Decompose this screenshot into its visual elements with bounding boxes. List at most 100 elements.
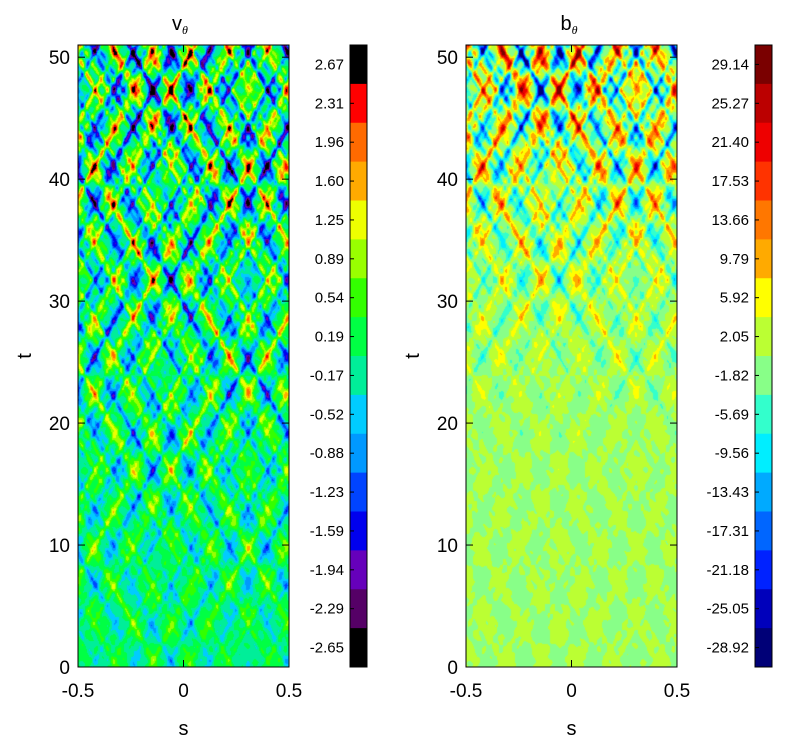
colorbar-segment: [350, 433, 367, 474]
colorbar-label: 5.92: [720, 290, 749, 307]
x-axis-label: s: [179, 718, 189, 740]
y-tick-label: 50: [437, 48, 458, 69]
colorbar-label: -1.82: [715, 367, 749, 384]
chart-title: bθ: [560, 13, 577, 37]
colorbar-label: 2.05: [720, 329, 749, 346]
colorbar-segment: [755, 394, 772, 435]
x-tick-label: 0: [178, 681, 189, 702]
colorbar-label: 2.31: [315, 95, 344, 112]
y-tick-label: 50: [49, 48, 70, 69]
x-tick-label: 0.5: [664, 681, 690, 702]
colorbar-segment: [755, 356, 772, 396]
colorbar-segment: [350, 550, 367, 590]
chart-title-subscript: θ: [572, 23, 578, 37]
colorbar-segment: [755, 433, 772, 474]
colorbar-label: 0.89: [315, 251, 344, 268]
colorbar-segment: [350, 356, 367, 396]
colorbar-label: 1.96: [315, 134, 344, 151]
x-tick-label: -0.5: [62, 681, 95, 702]
colorbar-label: 9.79: [720, 251, 749, 268]
colorbar-segment: [350, 589, 367, 629]
y-axis-label: t: [402, 353, 424, 359]
colorbar-label: -28.92: [706, 640, 749, 657]
colorbar-segment: [350, 511, 367, 551]
colorbar-label: -21.18: [706, 562, 749, 579]
colorbar-segment: [350, 628, 367, 668]
colorbar-label: 0.19: [315, 329, 344, 346]
colorbar-segment: [755, 161, 772, 201]
y-tick-label: 30: [437, 292, 458, 313]
y-tick-label: 10: [437, 536, 458, 557]
colorbar-segment: [350, 239, 367, 279]
colorbar-label: -5.69: [715, 406, 749, 423]
colorbar-segment: [350, 45, 367, 85]
x-tick-label: -0.5: [450, 681, 483, 702]
colorbar-label: 1.60: [315, 173, 344, 190]
chart-title-main: v: [172, 13, 182, 35]
colorbar-segment: [755, 589, 772, 629]
colorbar: 29.14 25.27 21.40 17.53 13.66 9.79 5.92 2.05 -1.…: [706, 44, 773, 668]
colorbar-label: -1.23: [310, 484, 344, 501]
colorbar-label: 21.40: [711, 134, 749, 151]
colorbar-label: -1.94: [310, 562, 344, 579]
heatmap-field: [466, 45, 677, 667]
x-tick-label: 0.5: [276, 681, 302, 702]
colorbar-label: -0.17: [310, 367, 344, 384]
colorbar-label: 1.25: [315, 212, 344, 229]
panel-b-theta: -0.5 0 0.501020304050stbθ29.1425.2721.4017…: [402, 13, 773, 740]
colorbar-segment: [350, 83, 367, 124]
colorbar-label: -2.65: [310, 640, 344, 657]
colorbar-label: -0.88: [310, 445, 344, 462]
colorbar-label: 0.54: [315, 290, 344, 307]
colorbar-label: 17.53: [711, 173, 749, 190]
colorbar-segment: [755, 472, 772, 512]
y-tick-label: 20: [49, 414, 70, 435]
colorbar-segment: [755, 122, 772, 163]
heatmap-field: [78, 45, 289, 667]
colorbar-segment: [350, 200, 367, 240]
colorbar-segment: [755, 317, 772, 357]
colorbar-segment: [755, 45, 772, 85]
colorbar: 2.67 2.31 1.96 1.60 1.25 0.89 0.54 0.19 -0.17 -0.…: [310, 44, 368, 668]
panel-v-theta: -0.5 0 0.501020304050stvθ2.672.311.961.601…: [14, 13, 368, 740]
colorbar-label: -17.31: [706, 523, 749, 540]
colorbar-segment: [350, 472, 367, 512]
colorbar-segment: [350, 161, 367, 201]
colorbar-segment: [350, 122, 367, 163]
chart-title-main: b: [560, 13, 571, 35]
y-tick-label: 30: [49, 292, 70, 313]
colorbar-segment: [755, 239, 772, 279]
y-tick-label: 40: [437, 170, 458, 191]
colorbar-label: 25.27: [711, 95, 749, 112]
y-tick-label: 10: [49, 536, 70, 557]
y-axis-label: t: [14, 353, 36, 359]
colorbar-frame: [754, 44, 773, 668]
y-tick-label: 0: [447, 658, 458, 679]
colorbar-segment: [755, 628, 772, 668]
y-tick-label: 0: [59, 658, 70, 679]
colorbar-segment: [755, 83, 772, 124]
colorbar-segment: [755, 511, 772, 551]
colorbar-segment: [755, 550, 772, 590]
y-tick-label: 20: [437, 414, 458, 435]
y-tick-label: 40: [49, 170, 70, 191]
colorbar-label: 2.67: [315, 56, 344, 73]
colorbar-frame: [349, 44, 368, 668]
x-axis-label: s: [567, 718, 577, 740]
colorbar-segment: [350, 278, 367, 318]
colorbar-label: -9.56: [715, 445, 749, 462]
colorbar-label: -25.05: [706, 601, 749, 618]
colorbar-label: -2.29: [310, 601, 344, 618]
colorbar-label: 29.14: [711, 56, 749, 73]
colorbar-label: -1.59: [310, 523, 344, 540]
x-tick-label: 0: [566, 681, 577, 702]
colorbar-segment: [755, 278, 772, 318]
chart-title-subscript: θ: [182, 23, 188, 37]
colorbar-segment: [350, 317, 367, 357]
colorbar-label: 13.66: [711, 212, 749, 229]
chart-title: vθ: [172, 13, 188, 37]
colorbar-segment: [350, 394, 367, 435]
colorbar-segment: [755, 200, 772, 240]
colorbar-label: -0.52: [310, 406, 344, 423]
